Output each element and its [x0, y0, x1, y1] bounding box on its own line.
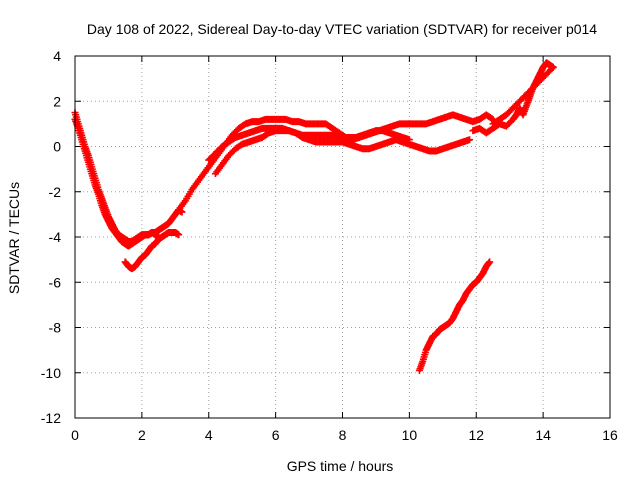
x-tick-label: 4: [205, 427, 213, 443]
x-tick-label: 16: [602, 427, 618, 443]
data-point: [488, 114, 496, 122]
x-tick-label: 0: [71, 427, 79, 443]
x-tick-label: 14: [535, 427, 551, 443]
y-tick-label: -4: [49, 229, 62, 245]
series-track-3: [121, 228, 183, 273]
y-tick-label: -12: [41, 410, 61, 426]
y-tick-label: 0: [53, 139, 61, 155]
y-tick-label: -2: [49, 184, 62, 200]
series-track-6: [205, 124, 413, 164]
data-point: [486, 258, 494, 266]
x-tick-label: 8: [339, 427, 347, 443]
data-point: [175, 231, 183, 239]
y-tick-label: 2: [53, 93, 61, 109]
data-point: [548, 65, 556, 73]
x-tick-label: 6: [272, 427, 280, 443]
y-axis-label: SDTVAR / TECUs: [6, 182, 22, 294]
y-tick-label: 4: [53, 48, 61, 64]
tick-labels: 0 2 4 6 8 10 12 14 16 -12 -10 -8 -6 -4 -2 0 2 4: [41, 48, 618, 443]
y-tick-label: -8: [49, 320, 62, 336]
y-tick-label: -10: [41, 365, 61, 381]
x-tick-label: 10: [402, 427, 418, 443]
chart-title: Day 108 of 2022, Sidereal Day-to-day VTE…: [87, 21, 597, 37]
data-point: [466, 136, 474, 144]
x-tick-label: 12: [468, 427, 484, 443]
data-point: [549, 63, 557, 71]
x-tick-label: 2: [138, 427, 146, 443]
series-track-9: [415, 258, 494, 374]
x-axis-label: GPS time / hours: [287, 458, 394, 474]
plot-frame: [74, 55, 611, 419]
data-point: [405, 136, 413, 144]
y-tick-label: -6: [49, 274, 62, 290]
series-track-8: [489, 63, 557, 128]
data-series: [71, 59, 557, 374]
